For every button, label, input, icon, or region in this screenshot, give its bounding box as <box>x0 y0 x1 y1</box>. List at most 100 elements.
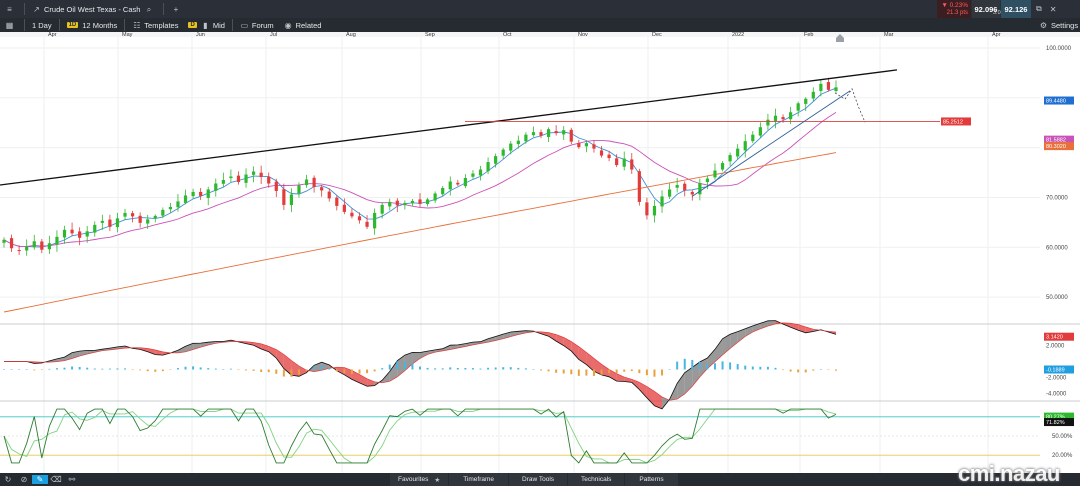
macd-histogram-bar <box>524 368 527 370</box>
macd-histogram-bar <box>789 369 792 372</box>
timeframe-label: Timeframe <box>463 476 495 483</box>
link-icon[interactable]: ⚯ <box>68 475 76 484</box>
macd-fill <box>298 365 307 377</box>
macd-histogram-bar <box>744 365 747 370</box>
candle-up <box>660 196 664 207</box>
candle-up <box>289 194 294 206</box>
macd-line <box>4 320 837 410</box>
settings-button[interactable]: ⚙ Settings <box>1034 18 1080 32</box>
pen-icon[interactable]: ✎ <box>32 475 48 484</box>
price-tag-label: 80.3020 <box>1046 144 1066 150</box>
layout-button[interactable]: ▦ <box>0 18 22 32</box>
range-dropdown[interactable]: 1D 12 Months <box>62 18 123 32</box>
macd-fill <box>601 364 610 377</box>
macd-histogram-bar <box>540 369 543 371</box>
candlesticks <box>2 77 838 256</box>
stoch-tick-label: 20.00% <box>1052 453 1073 459</box>
close-icon[interactable]: ✕ <box>1049 4 1057 14</box>
tab-timeframe[interactable]: Timeframe <box>449 473 509 486</box>
tab-favourites[interactable]: Favourites ★ <box>390 473 449 486</box>
macd-fill <box>420 351 428 359</box>
bottom-tools: ↻ ⊘ ✎ ⌫ ⚯ <box>0 473 80 486</box>
macd-histogram-bar <box>661 369 664 376</box>
macd-histogram-bar <box>350 369 353 375</box>
month-label: Aug <box>346 32 356 38</box>
candle-down <box>630 159 634 170</box>
restore-icon[interactable]: ⧉ <box>1036 4 1042 13</box>
refresh-icon[interactable]: ↻ <box>4 475 12 484</box>
macd-panel <box>3 320 837 410</box>
macd-fill <box>276 349 284 369</box>
price-type-dropdown[interactable]: D ▮ Mid <box>183 18 229 32</box>
macd-histogram-bar <box>645 369 648 376</box>
divider <box>24 3 25 15</box>
macd-histogram-bar <box>214 368 217 370</box>
window-controls: ⧉ ✕ <box>1036 0 1056 18</box>
change-percent: ▼ 0.23% <box>941 1 968 9</box>
macd-histogram-bar <box>396 361 399 370</box>
crosshair-icon[interactable]: ⊘ <box>20 475 28 484</box>
stoch-tag <box>1044 412 1074 421</box>
eraser-icon[interactable]: ⌫ <box>50 475 62 484</box>
interval-dropdown[interactable]: 1 Day <box>27 18 57 32</box>
candle-up <box>524 134 528 142</box>
range-label: 12 Months <box>82 20 118 30</box>
month-label: Feb <box>804 32 813 38</box>
macd-histogram-bar <box>494 367 497 370</box>
search-icon[interactable]: ⌕ <box>146 4 152 14</box>
month-strip <box>0 32 1080 37</box>
macd-histogram-bar <box>464 368 467 370</box>
candle-up <box>93 224 97 233</box>
macd-histogram-bar <box>479 368 482 370</box>
candle-up <box>463 178 467 187</box>
change-points: 21.3 pts <box>946 9 968 16</box>
macd-histogram-bar <box>751 366 754 370</box>
templates-button[interactable]: ☷ Templates <box>127 18 183 32</box>
tab-patterns[interactable]: Patterns <box>625 473 678 486</box>
tab-technicals[interactable]: Technicals <box>568 473 625 486</box>
macd-histogram-bar <box>721 361 724 370</box>
divider <box>24 19 25 31</box>
drawn-trendlines[interactable] <box>0 34 940 197</box>
candle-down <box>607 154 611 159</box>
candle-up <box>123 212 127 217</box>
candle-up <box>2 239 6 243</box>
macd-histogram-bar <box>812 369 815 371</box>
month-label: Sep <box>425 32 435 38</box>
candle-down <box>274 181 278 191</box>
ma-slow-line <box>3 152 837 313</box>
sell-price-button[interactable]: 92.096 <box>972 0 1000 18</box>
macd-histogram-bar <box>547 369 550 372</box>
macd-histogram-bar <box>40 369 43 370</box>
forum-button[interactable]: ▭ Forum <box>235 18 279 32</box>
buy-price-button[interactable]: 92.126 <box>1001 0 1031 18</box>
macd-fill <box>94 349 103 353</box>
candle-down <box>327 191 331 199</box>
candle-up <box>32 241 36 248</box>
price-chart[interactable]: Apr May Jun Jul Aug Sep Oct Nov Dec 2022 Feb Mar Apr… <box>0 32 1080 473</box>
related-button[interactable]: ◉ Related <box>279 18 327 32</box>
macd-fill <box>593 358 602 375</box>
month-label: Jun <box>196 32 205 38</box>
menu-button[interactable]: ≡ <box>0 0 22 18</box>
macd-fill <box>185 343 194 352</box>
candle-up <box>221 180 225 184</box>
eye-icon: ◉ <box>284 20 292 30</box>
macd-fill <box>79 350 88 357</box>
candle-down <box>683 183 687 191</box>
macd-histogram-bar <box>313 366 316 370</box>
candle-up <box>743 141 747 151</box>
tab-draw-tools[interactable]: Draw Tools <box>509 473 568 486</box>
price-tag-label: 85.2512 <box>943 119 963 125</box>
macd-fill <box>624 377 632 383</box>
macd-histogram-bar <box>577 369 580 376</box>
interval-badge: 1D <box>66 22 79 28</box>
macd-tag-label: 3.1420 <box>1046 335 1063 341</box>
candle-down <box>554 131 558 134</box>
macd-histogram-bar <box>275 369 278 374</box>
instrument-selector[interactable]: ↗ Crude Oil West Texas - Cash ⌕ <box>27 0 161 18</box>
add-tab-button[interactable]: + <box>166 0 188 18</box>
candle-down <box>645 202 649 216</box>
candle-down <box>17 250 21 252</box>
